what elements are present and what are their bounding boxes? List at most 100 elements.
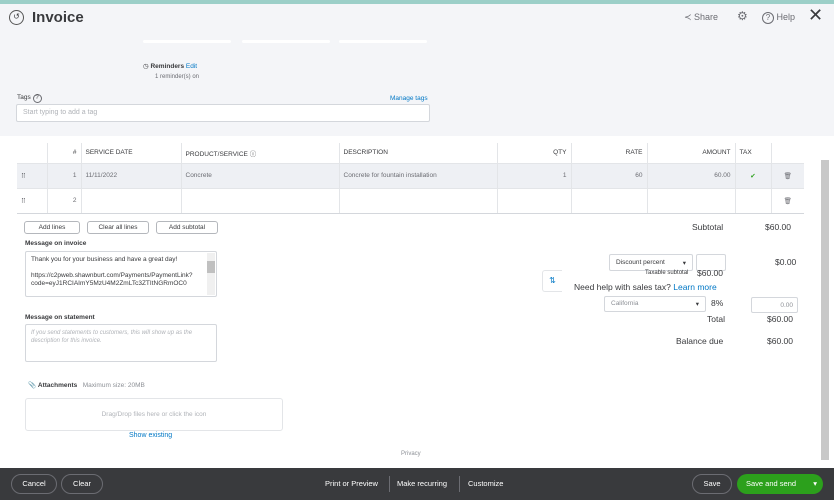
gear-icon[interactable]: ⚙ bbox=[737, 9, 748, 23]
save-and-send-button[interactable]: Save and send ▾ bbox=[737, 474, 823, 494]
reminders: ◷ Reminders Edit bbox=[143, 62, 197, 70]
page-scrollbar[interactable] bbox=[821, 160, 829, 460]
add-subtotal-button[interactable]: Add subtotal bbox=[156, 221, 218, 234]
reminders-label: Reminders bbox=[150, 63, 185, 70]
top-accent-bar bbox=[0, 0, 834, 4]
help-button[interactable]: ? Help bbox=[762, 12, 795, 24]
taxable-subtotal-label: Taxable subtotal bbox=[645, 270, 689, 276]
paperclip-icon: 📎 bbox=[28, 382, 37, 389]
cell-tax-checkbox[interactable]: ✔ bbox=[735, 162, 772, 188]
print-preview-button[interactable]: Print or Preview bbox=[325, 479, 378, 488]
cell-rate[interactable] bbox=[571, 187, 648, 213]
chevron-down-icon[interactable]: ▾ bbox=[813, 479, 817, 488]
close-icon[interactable]: ✕ bbox=[808, 5, 824, 25]
header-field[interactable] bbox=[242, 40, 330, 43]
col-amount: AMOUNT bbox=[647, 143, 736, 163]
help-icon[interactable]: ? bbox=[32, 94, 42, 103]
tax-amount-value: 0.00 bbox=[780, 302, 793, 309]
privacy-link[interactable]: Privacy bbox=[401, 451, 421, 457]
tags-input[interactable]: Start typing to add a tag bbox=[16, 104, 430, 122]
share-button[interactable]: ≺ Share bbox=[684, 12, 718, 23]
message-invoice-label: Message on invoice bbox=[25, 240, 87, 247]
cell-amount[interactable] bbox=[647, 187, 736, 213]
cell-description[interactable] bbox=[339, 187, 498, 213]
message-line: https://c2pweb.shawnburt.com/Payments/Pa… bbox=[31, 272, 193, 279]
col-product: PRODUCT/SERVICE ⓘ bbox=[181, 143, 340, 163]
table-header: # SERVICE DATE PRODUCT/SERVICE ⓘ DESCRIP… bbox=[17, 143, 804, 163]
trash-icon[interactable]: 🗑 bbox=[771, 187, 804, 213]
total-value: $60.00 bbox=[767, 314, 793, 324]
balance-due-value: $60.00 bbox=[767, 336, 793, 346]
cell-rate[interactable]: 60 bbox=[571, 162, 648, 188]
discount-input[interactable] bbox=[696, 254, 726, 271]
customize-button[interactable]: Customize bbox=[468, 479, 504, 488]
make-recurring-button[interactable]: Make recurring bbox=[397, 479, 448, 488]
save-and-send-label: Save and send bbox=[746, 479, 797, 488]
trash-icon[interactable]: 🗑 bbox=[771, 162, 804, 188]
cell-amount[interactable]: 60.00 bbox=[647, 162, 736, 188]
tags-placeholder: Start typing to add a tag bbox=[23, 109, 98, 116]
cell-tax-checkbox[interactable] bbox=[735, 187, 772, 213]
message-line: code=eyJ1RCIAImY5MzU4M2ZmLTc3ZTItNGRmOC0 bbox=[31, 280, 187, 287]
drag-handle-icon[interactable]: ⠿ bbox=[17, 162, 48, 188]
line-items-table: # SERVICE DATE PRODUCT/SERVICE ⓘ DESCRIP… bbox=[17, 143, 804, 213]
discount-value: $0.00 bbox=[775, 257, 797, 267]
tax-rate-percent: 8% bbox=[711, 298, 724, 308]
attachments-dropzone[interactable]: Drag/Drop files here or click the icon bbox=[25, 398, 283, 431]
manage-tags-link[interactable]: Manage tags bbox=[390, 95, 428, 102]
share-icon: ≺ bbox=[684, 12, 695, 22]
cell-date[interactable]: 11/11/2022 bbox=[81, 162, 182, 188]
help-icon: ? bbox=[762, 12, 774, 24]
sales-tax-help-text: Need help with sales tax? bbox=[574, 282, 671, 292]
table-row[interactable]: ⠿ 2 🗑 bbox=[17, 187, 804, 213]
header-field[interactable] bbox=[143, 40, 231, 43]
discount-type-select[interactable]: Discount percent ▾ bbox=[609, 254, 693, 271]
message-statement-textarea[interactable]: If you send statements to customers, thi… bbox=[25, 324, 217, 362]
scroll-thumb[interactable] bbox=[207, 261, 215, 273]
cell-number: 1 bbox=[47, 162, 82, 188]
reminders-edit-link[interactable]: Edit bbox=[185, 63, 198, 70]
drag-handle-icon[interactable]: ⠿ bbox=[17, 187, 48, 213]
cell-qty[interactable]: 1 bbox=[497, 162, 572, 188]
tags-label-text: Tags bbox=[17, 94, 31, 101]
cell-qty[interactable] bbox=[497, 187, 572, 213]
discount-type-value: Discount percent bbox=[616, 259, 665, 266]
attachments-header: 📎 Attachments Maximum size: 20MB bbox=[28, 381, 145, 389]
help-icon[interactable]: ⓘ bbox=[249, 150, 257, 158]
col-service-date: SERVICE DATE bbox=[81, 143, 182, 163]
col-delete bbox=[771, 143, 804, 163]
learn-more-link[interactable]: Learn more bbox=[673, 282, 717, 292]
add-lines-button[interactable]: Add lines bbox=[24, 221, 80, 234]
tax-amount-input[interactable]: 0.00 bbox=[751, 297, 798, 313]
cell-product[interactable]: Concrete bbox=[181, 162, 340, 188]
cell-date[interactable] bbox=[81, 187, 182, 213]
table-row[interactable]: ⠿ 1 11/11/2022 Concrete Concrete for fou… bbox=[17, 162, 804, 188]
page-title: Invoice bbox=[32, 9, 84, 26]
show-existing-link[interactable]: Show existing bbox=[129, 432, 173, 439]
cancel-button[interactable]: Cancel bbox=[11, 474, 57, 494]
cell-product[interactable] bbox=[181, 187, 340, 213]
clear-button[interactable]: Clear bbox=[61, 474, 103, 494]
col-number: # bbox=[47, 143, 82, 163]
col-rate: RATE bbox=[571, 143, 648, 163]
chevron-down-icon: ▾ bbox=[695, 301, 699, 308]
help-label: Help bbox=[776, 12, 796, 22]
attachments-max-size: Maximum size: 20MB bbox=[82, 382, 145, 389]
tax-rate-select[interactable]: California ▾ bbox=[604, 296, 706, 312]
message-line: Thank you for your business and have a g… bbox=[31, 256, 178, 263]
reorder-toggle-icon[interactable]: ⇅ bbox=[542, 270, 562, 292]
col-product-label: PRODUCT/SERVICE bbox=[185, 150, 248, 158]
drag-col bbox=[17, 143, 48, 163]
save-button[interactable]: Save bbox=[692, 474, 732, 494]
cell-description[interactable]: Concrete for fountain installation bbox=[339, 162, 498, 188]
header-field[interactable] bbox=[339, 40, 427, 43]
recent-history-icon[interactable]: ↺ bbox=[9, 10, 24, 25]
sales-tax-help: Need help with sales tax? Learn more bbox=[574, 282, 717, 292]
message-invoice-textarea[interactable]: Thank you for your business and have a g… bbox=[25, 251, 217, 297]
dropzone-text: Drag/Drop files here or click the icon bbox=[101, 411, 207, 418]
clear-all-lines-button[interactable]: Clear all lines bbox=[87, 221, 149, 234]
subtotal-label: Subtotal bbox=[692, 222, 724, 232]
divider bbox=[17, 213, 804, 214]
total-label: Total bbox=[707, 314, 725, 324]
textarea-scrollbar[interactable] bbox=[207, 253, 215, 295]
